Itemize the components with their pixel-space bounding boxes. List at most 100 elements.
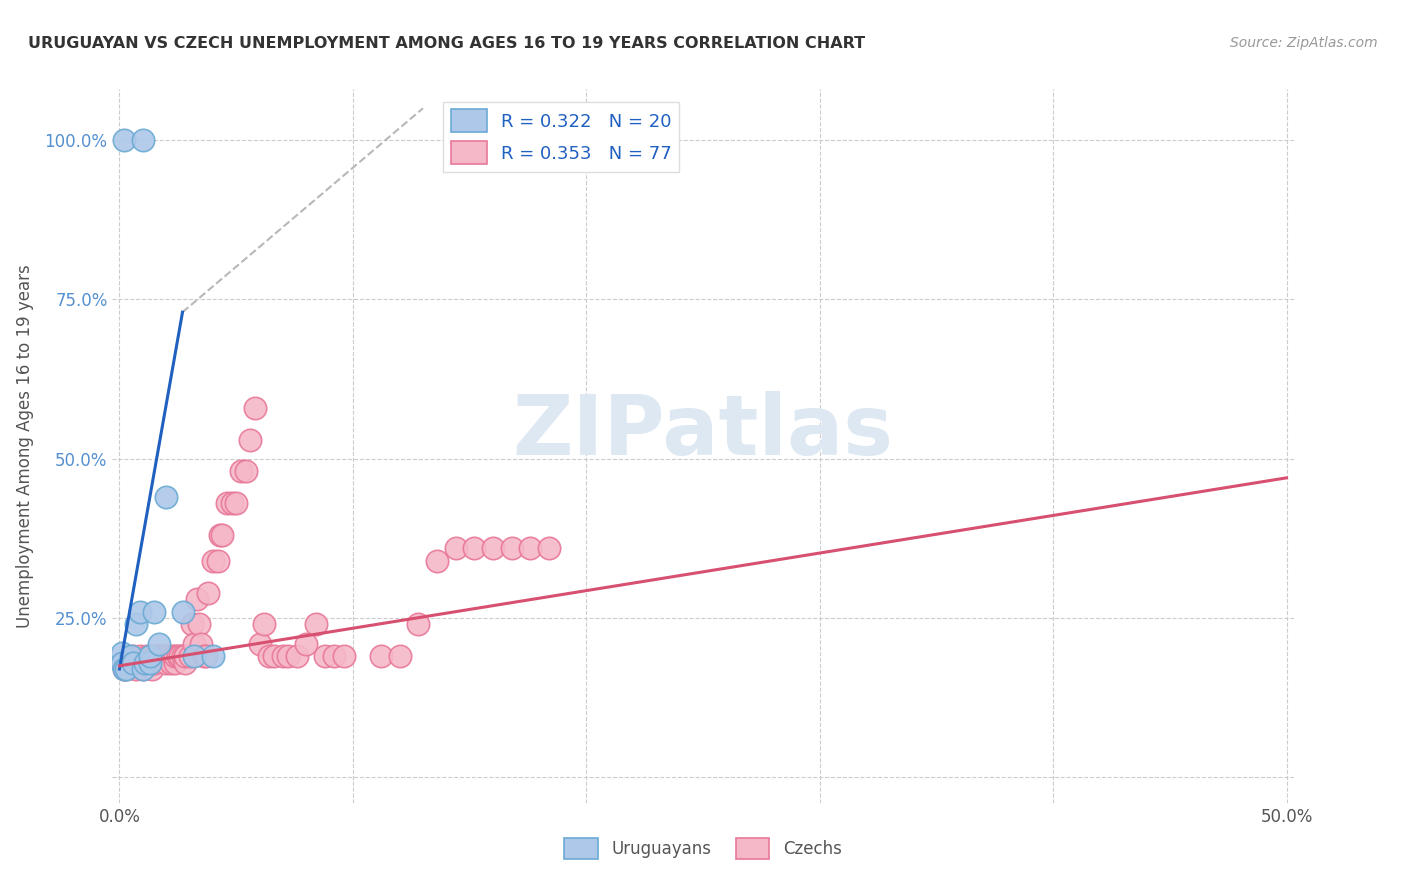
Point	[169, 649, 191, 664]
Point	[215, 496, 238, 510]
Point	[150, 649, 173, 664]
Point	[537, 541, 560, 555]
Point	[172, 605, 194, 619]
Point	[235, 465, 257, 479]
Point	[173, 656, 195, 670]
Point	[183, 649, 205, 664]
Point	[143, 649, 166, 664]
Point	[155, 649, 177, 664]
Point	[118, 656, 141, 670]
Point	[183, 636, 205, 650]
Point	[173, 649, 195, 664]
Point	[304, 617, 326, 632]
Point	[115, 662, 138, 676]
Point	[271, 649, 294, 664]
Point	[501, 541, 523, 555]
Point	[132, 133, 155, 147]
Point	[139, 649, 162, 664]
Point	[285, 649, 308, 664]
Point	[155, 490, 177, 504]
Point	[165, 656, 187, 670]
Legend: Uruguayans, Czechs: Uruguayans, Czechs	[558, 831, 848, 866]
Point	[295, 636, 318, 650]
Point	[426, 554, 449, 568]
Point	[148, 649, 170, 664]
Point	[194, 649, 217, 664]
Point	[388, 649, 411, 664]
Point	[201, 649, 224, 664]
Point	[323, 649, 346, 664]
Point	[120, 649, 142, 664]
Point	[225, 496, 247, 510]
Point	[221, 496, 243, 510]
Point	[112, 133, 135, 147]
Point	[122, 649, 145, 664]
Point	[120, 656, 142, 670]
Point	[257, 649, 280, 664]
Point	[132, 656, 155, 670]
Text: URUGUAYAN VS CZECH UNEMPLOYMENT AMONG AGES 16 TO 19 YEARS CORRELATION CHART: URUGUAYAN VS CZECH UNEMPLOYMENT AMONG AG…	[28, 36, 865, 51]
Point	[444, 541, 467, 555]
Point	[141, 656, 163, 670]
Point	[132, 662, 155, 676]
Point	[134, 656, 156, 670]
Point	[166, 649, 188, 664]
Point	[134, 656, 156, 670]
Point	[519, 541, 541, 555]
Point	[153, 649, 176, 664]
Point	[139, 649, 162, 664]
Text: ZIPatlas: ZIPatlas	[513, 392, 893, 472]
Point	[239, 433, 262, 447]
Point	[243, 401, 266, 415]
Point	[332, 649, 354, 664]
Point	[143, 605, 166, 619]
Point	[201, 554, 224, 568]
Point	[180, 617, 202, 632]
Point	[160, 656, 183, 670]
Point	[129, 649, 152, 664]
Point	[190, 636, 212, 650]
Point	[136, 656, 159, 670]
Point	[132, 662, 155, 676]
Point	[463, 541, 485, 555]
Point	[179, 649, 201, 664]
Point	[370, 649, 392, 664]
Point	[125, 617, 148, 632]
Point	[148, 636, 170, 650]
Point	[208, 528, 231, 542]
Point	[129, 605, 152, 619]
Point	[111, 646, 134, 660]
Point	[172, 649, 194, 664]
Point	[143, 656, 166, 670]
Point	[211, 528, 233, 542]
Point	[187, 617, 209, 632]
Point	[125, 662, 148, 676]
Point	[249, 636, 271, 650]
Point	[253, 617, 276, 632]
Point	[112, 662, 135, 676]
Point	[122, 656, 145, 670]
Point	[263, 649, 285, 664]
Point	[193, 649, 215, 664]
Point	[146, 649, 169, 664]
Point	[155, 656, 177, 670]
Point	[115, 662, 138, 676]
Point	[127, 656, 149, 670]
Point	[141, 662, 163, 676]
Point	[186, 591, 208, 606]
Point	[197, 585, 219, 599]
Point	[207, 554, 229, 568]
Point	[165, 649, 187, 664]
Point	[314, 649, 336, 664]
Text: Source: ZipAtlas.com: Source: ZipAtlas.com	[1230, 36, 1378, 50]
Point	[162, 649, 184, 664]
Y-axis label: Unemployment Among Ages 16 to 19 years: Unemployment Among Ages 16 to 19 years	[15, 264, 34, 628]
Point	[157, 649, 180, 664]
Point	[482, 541, 505, 555]
Point	[111, 656, 134, 670]
Point	[136, 649, 159, 664]
Point	[146, 649, 169, 664]
Point	[277, 649, 299, 664]
Point	[139, 656, 162, 670]
Point	[112, 662, 135, 676]
